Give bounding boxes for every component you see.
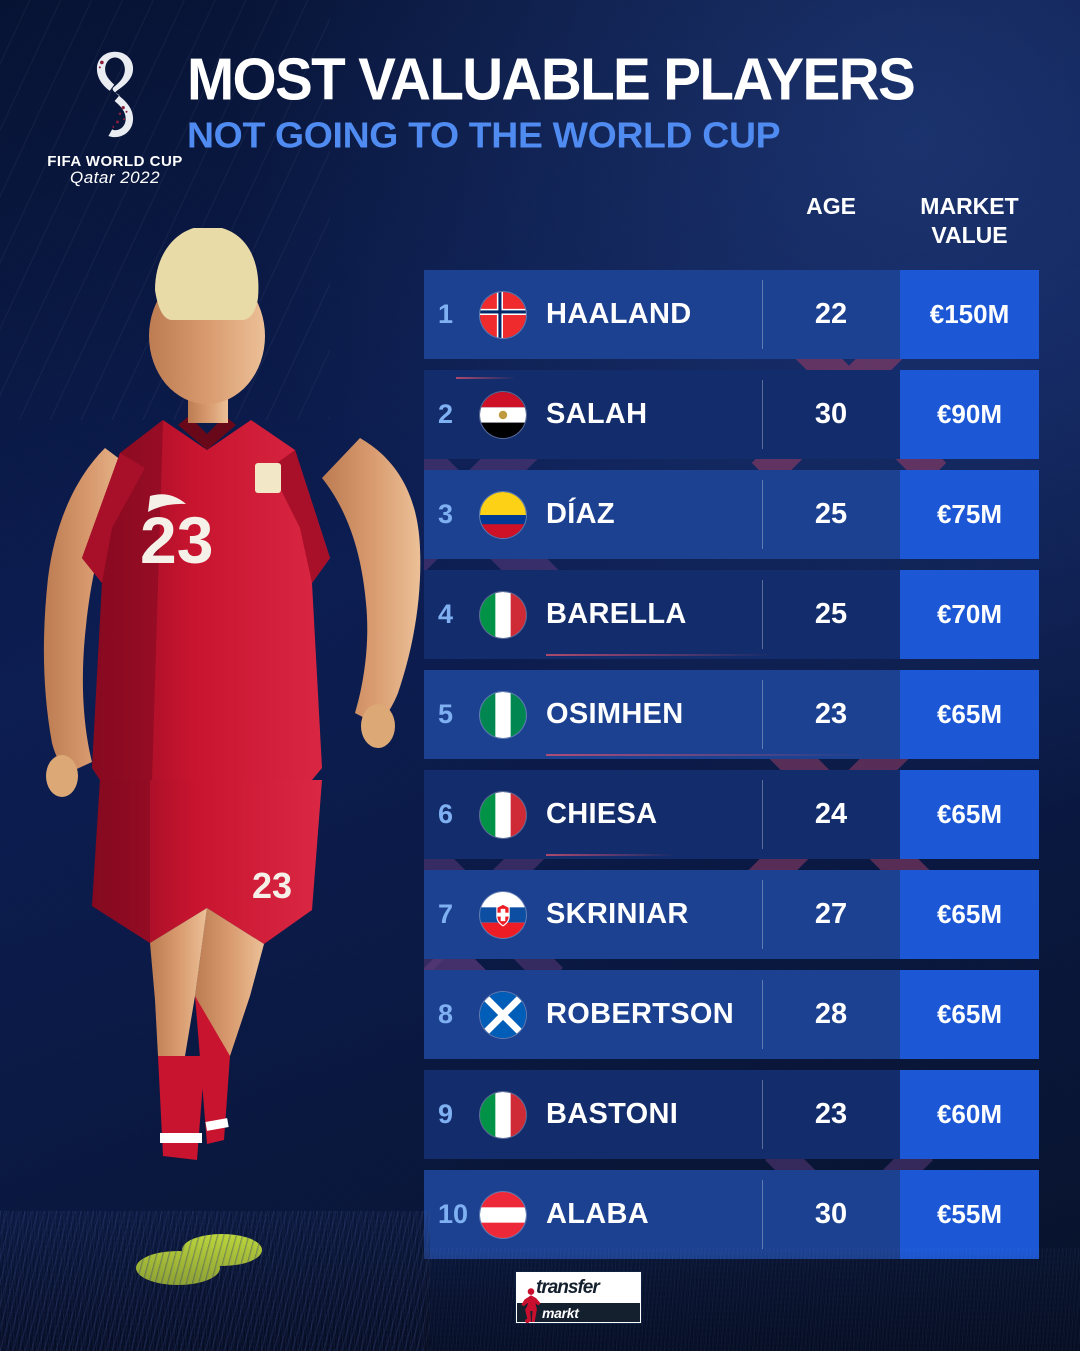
svg-text:23: 23 xyxy=(140,503,213,577)
svg-text:23: 23 xyxy=(252,865,292,906)
